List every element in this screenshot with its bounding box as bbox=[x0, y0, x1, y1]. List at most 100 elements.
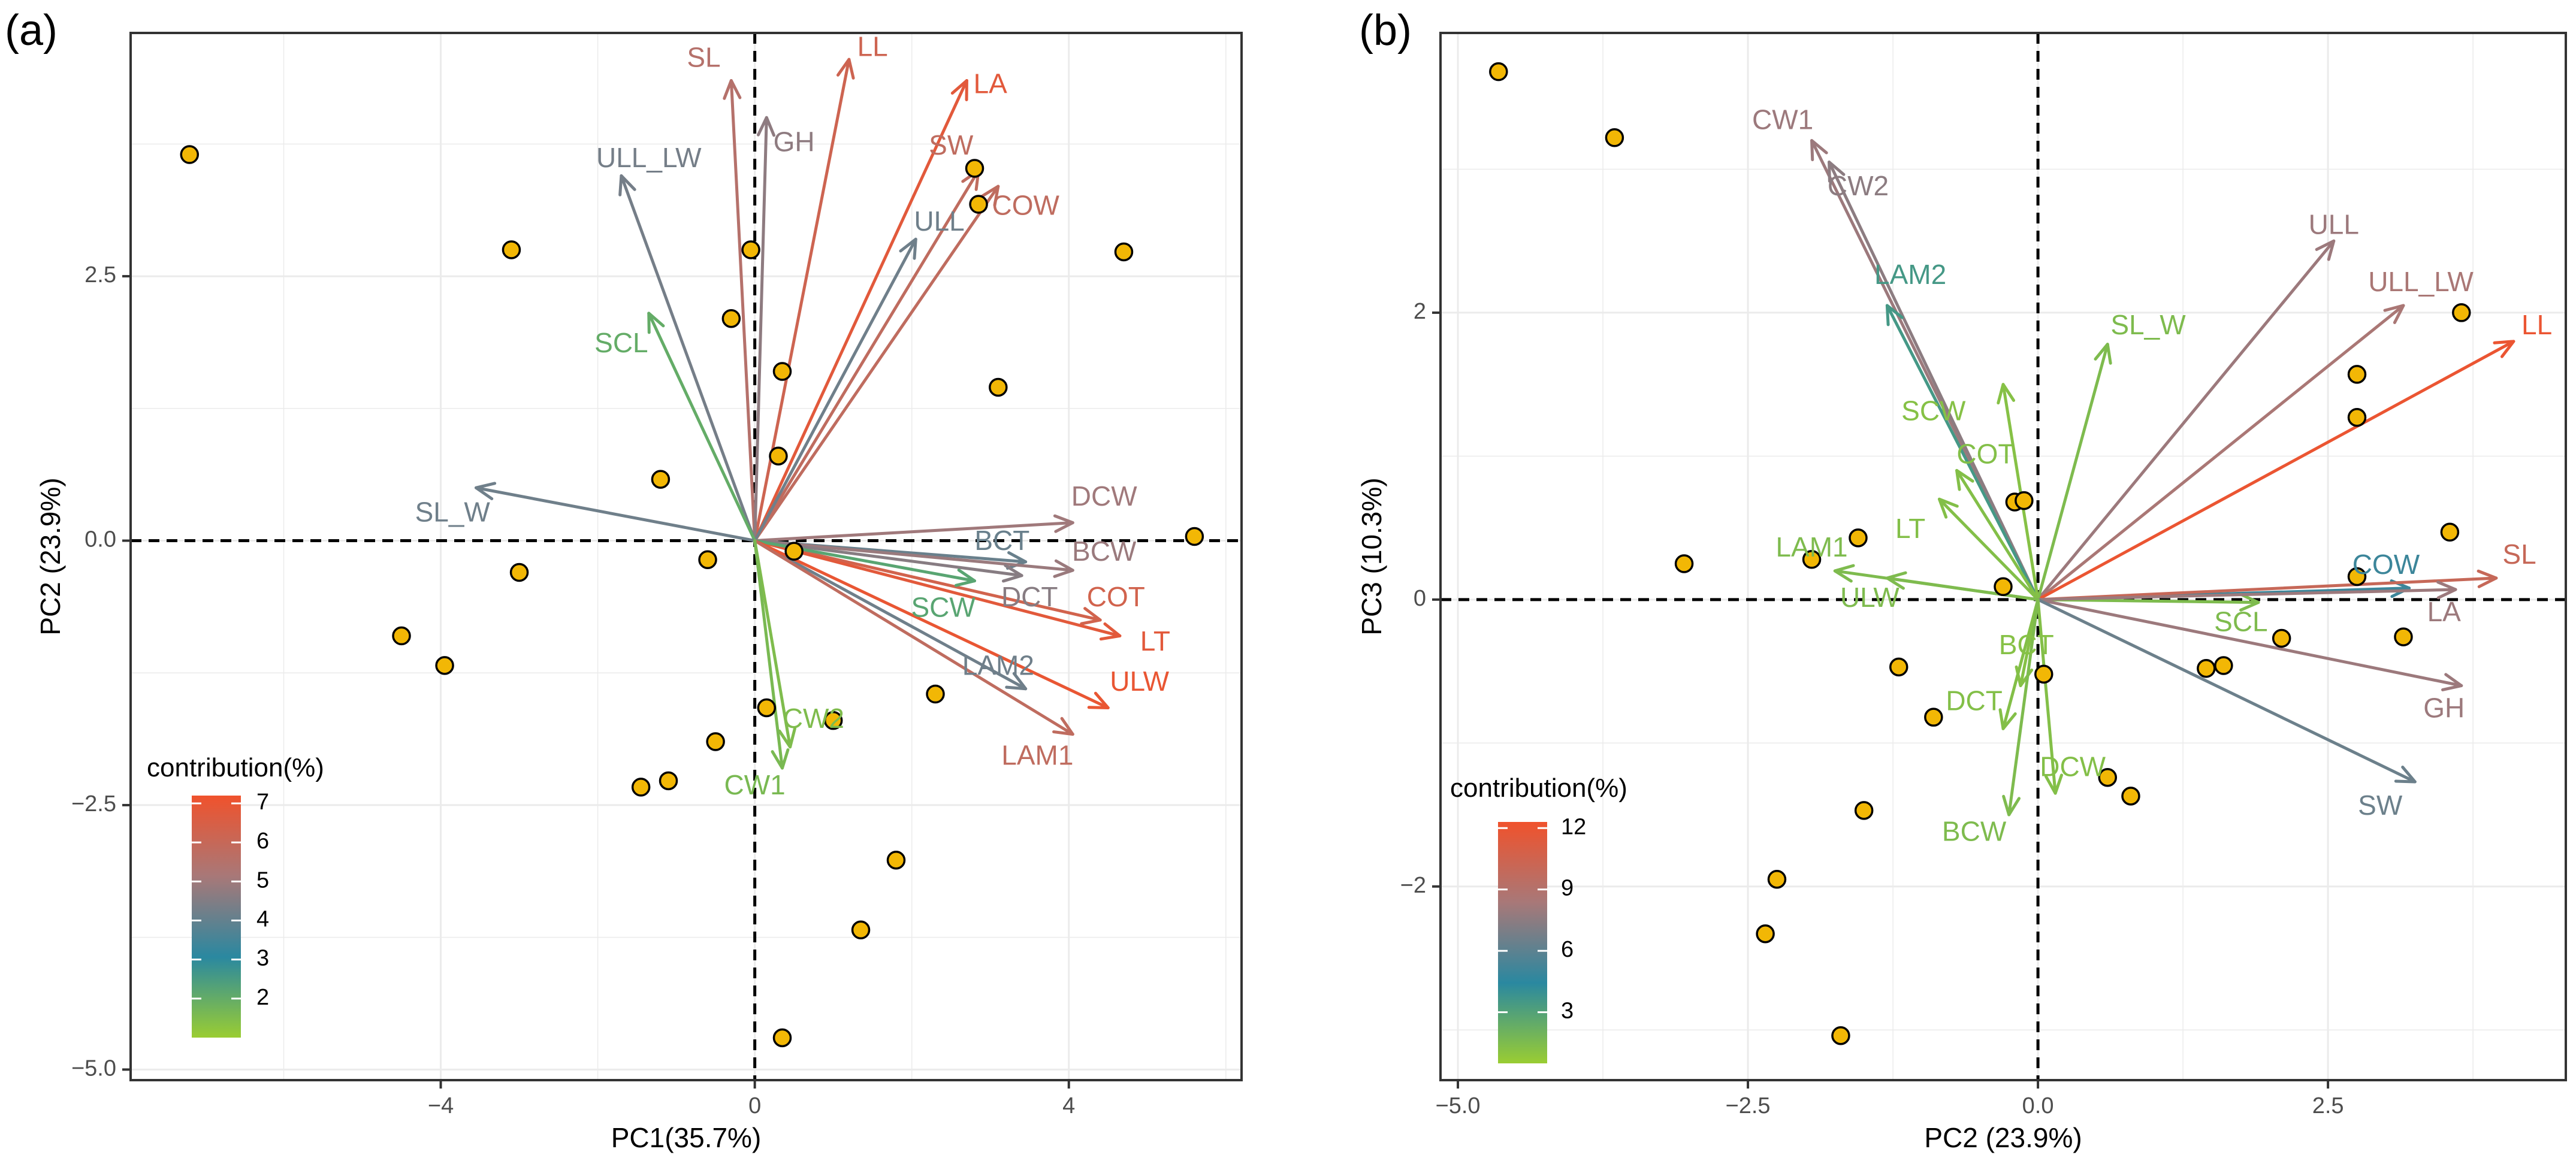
arrow-ulw bbox=[1885, 571, 2040, 601]
arrow-ull bbox=[2036, 239, 2336, 601]
arrow-label-cot: COT bbox=[1956, 439, 2015, 470]
data-point bbox=[1674, 554, 1694, 573]
data-point bbox=[659, 771, 678, 791]
data-point bbox=[180, 145, 200, 164]
arrow-la bbox=[753, 78, 968, 543]
data-point bbox=[2098, 768, 2117, 787]
data-point bbox=[1889, 657, 1908, 677]
arrow-dcw bbox=[2036, 598, 2064, 795]
arrow-label-gh: GH bbox=[2423, 692, 2465, 723]
y-axis-title: PC2 (23.9%) bbox=[35, 477, 66, 635]
data-point bbox=[1767, 870, 1787, 889]
data-point bbox=[2347, 365, 2367, 384]
arrow-scl bbox=[647, 312, 757, 543]
arrow-ulw bbox=[753, 539, 1110, 709]
data-point bbox=[1605, 128, 1624, 147]
x-tick-label: −4 bbox=[428, 1093, 454, 1118]
data-point bbox=[1114, 242, 1134, 262]
panel-b: CW1 CW2 LAM2 ULL ULL_LW LL SL_W SCW COT LT LAM1 ULW… bbox=[1356, 7, 2567, 1153]
arrow-label-ull-lw: ULL_LW bbox=[2368, 266, 2474, 297]
arrow-label-ll: LL bbox=[2521, 309, 2552, 340]
arrow-label-bcw: BCW bbox=[1942, 815, 2007, 846]
data-point bbox=[2347, 567, 2367, 586]
legend-tick-label: 5 bbox=[256, 867, 269, 893]
arrow-cot bbox=[753, 539, 1102, 625]
arrow-lt bbox=[753, 539, 1122, 641]
arrow-sl-w bbox=[2036, 343, 2112, 601]
variable-arrows bbox=[1810, 139, 2515, 817]
arrow-la bbox=[2036, 581, 2457, 601]
data-point bbox=[2394, 627, 2413, 646]
arrow-lt bbox=[1938, 497, 2040, 601]
arrow-label-scl: SCL bbox=[2214, 606, 2267, 637]
variable-labels: CW1 CW2 LAM2 ULL ULL_LW LL SL_W SCW COT LT LAM1 ULW… bbox=[1752, 104, 2552, 847]
legend-colorbar bbox=[192, 796, 241, 1038]
arrow-label-cw1: CW1 bbox=[724, 769, 786, 800]
data-point bbox=[698, 550, 717, 570]
legend-title: contribution(%) bbox=[1450, 773, 1627, 803]
arrow-label-ull: ULL bbox=[914, 205, 964, 237]
contribution-legend: contribution(%) 2 3 4 5 6 7 bbox=[147, 753, 324, 1038]
y-tick-label: −5.0 bbox=[71, 1056, 116, 1081]
data-point bbox=[2272, 628, 2291, 648]
plot-area bbox=[131, 33, 1242, 1080]
arrow-label-ll: LL bbox=[857, 31, 888, 62]
arrow-label-sl-w: SL_W bbox=[415, 497, 491, 528]
arrow-ull-lw bbox=[2036, 304, 2405, 601]
data-point bbox=[965, 159, 985, 178]
arrow-label-cow: COW bbox=[992, 189, 1059, 220]
data-point bbox=[2452, 303, 2471, 322]
arrow-label-dcw: DCW bbox=[1071, 480, 1137, 512]
arrow-sl-w bbox=[475, 482, 757, 543]
data-point bbox=[2440, 522, 2460, 542]
arrow-lam2 bbox=[1885, 304, 2040, 601]
y-tick-label: 0 bbox=[1414, 586, 1426, 611]
arrow-ull-lw bbox=[618, 174, 757, 543]
data-point bbox=[989, 377, 1008, 397]
y-tick-label: 2.5 bbox=[84, 262, 116, 288]
panel-label: (b) bbox=[1359, 7, 1412, 55]
arrow-label-lam1: LAM1 bbox=[1775, 531, 1847, 563]
arrow-bcw bbox=[753, 539, 1074, 578]
arrow-label-cw1: CW1 bbox=[1752, 104, 1813, 135]
legend-tick-label: 12 bbox=[1561, 814, 1586, 839]
arrow-label-scw: SCW bbox=[911, 591, 976, 622]
legend-tick-label: 9 bbox=[1561, 876, 1574, 901]
arrow-sw bbox=[2036, 598, 2417, 784]
arrow-label-cot: COT bbox=[1087, 581, 1145, 612]
legend-tick-label: 4 bbox=[256, 907, 269, 932]
legend-tick-label: 2 bbox=[256, 985, 269, 1010]
arrow-label-sl: SL bbox=[687, 41, 720, 72]
arrow-cw1 bbox=[753, 539, 790, 770]
data-point bbox=[509, 563, 529, 582]
data-point bbox=[1489, 62, 1508, 81]
arrow-label-cw2: CW2 bbox=[783, 703, 844, 734]
arrow-bcw bbox=[2002, 598, 2040, 817]
arrow-label-scw: SCW bbox=[1901, 395, 1966, 427]
x-axis-title: PC1(35.7%) bbox=[611, 1122, 762, 1153]
arrow-dct bbox=[1998, 598, 2040, 730]
arrow-label-bct: BCT bbox=[1999, 629, 2054, 660]
y-axis-title: PC3 (10.3%) bbox=[1356, 477, 1387, 635]
data-point bbox=[757, 698, 777, 718]
x-tick-label: 0 bbox=[748, 1093, 761, 1118]
arrow-cot bbox=[1955, 468, 2040, 601]
arrow-gh bbox=[2036, 598, 2463, 691]
arrow-label-ulw: ULW bbox=[1110, 666, 1169, 697]
data-point bbox=[926, 684, 945, 704]
arrow-label-bct: BCT bbox=[974, 525, 1029, 556]
arrow-cw2 bbox=[753, 539, 797, 749]
data-point bbox=[1831, 1026, 1850, 1045]
data-point bbox=[823, 711, 843, 730]
data-point bbox=[2214, 656, 2233, 675]
plot-area bbox=[1440, 33, 2566, 1080]
data-point bbox=[772, 362, 792, 381]
arrow-lam1 bbox=[753, 539, 1074, 736]
data-point bbox=[2197, 659, 2216, 678]
data-point bbox=[2347, 407, 2367, 427]
contribution-legend: contribution(%) 3 6 9 12 bbox=[1450, 773, 1627, 1063]
y-tick-label: −2 bbox=[1400, 873, 1426, 898]
data-point bbox=[851, 920, 871, 940]
data-point bbox=[886, 850, 906, 870]
